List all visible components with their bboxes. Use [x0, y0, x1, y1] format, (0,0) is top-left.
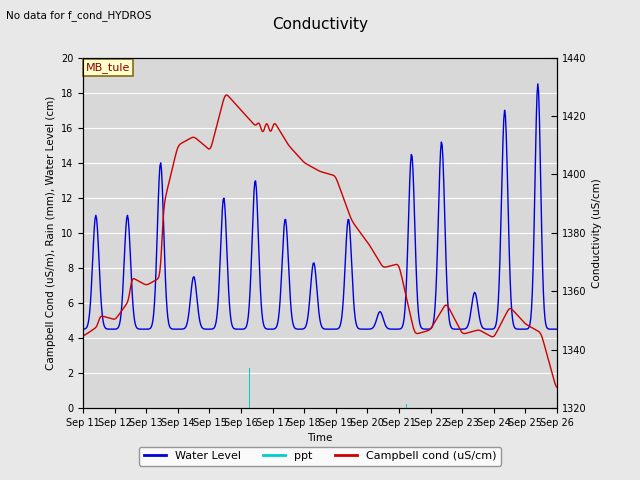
Text: MB_tule: MB_tule	[86, 62, 130, 73]
Text: No data for f_cond_HYDROS: No data for f_cond_HYDROS	[6, 10, 152, 21]
Bar	[249, 368, 250, 408]
Text: Conductivity: Conductivity	[272, 17, 368, 32]
Y-axis label: Conductivity (uS/cm): Conductivity (uS/cm)	[592, 178, 602, 288]
Legend: Water Level, ppt, Campbell cond (uS/cm): Water Level, ppt, Campbell cond (uS/cm)	[140, 446, 500, 466]
Bar	[406, 405, 407, 408]
X-axis label: Time: Time	[307, 433, 333, 443]
Y-axis label: Campbell Cond (uS/m), Rain (mm), Water Level (cm): Campbell Cond (uS/m), Rain (mm), Water L…	[45, 96, 56, 370]
